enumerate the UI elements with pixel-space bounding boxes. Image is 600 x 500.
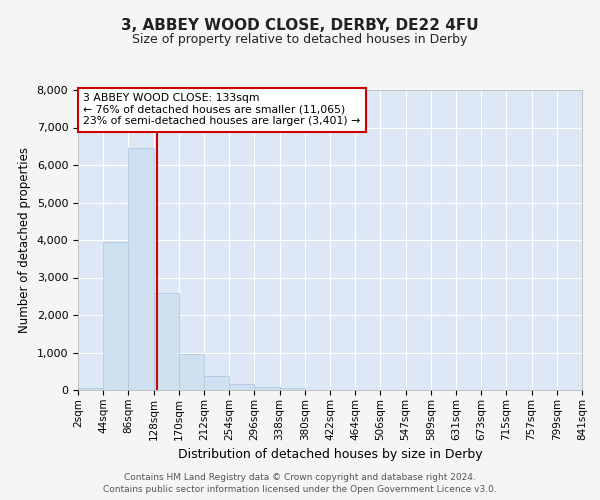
Text: Size of property relative to detached houses in Derby: Size of property relative to detached ho… — [133, 32, 467, 46]
Bar — [103, 242, 128, 390]
Bar — [280, 388, 305, 390]
Bar — [204, 376, 229, 390]
Bar — [154, 292, 179, 390]
Bar — [128, 148, 154, 390]
Text: 3, ABBEY WOOD CLOSE, DERBY, DE22 4FU: 3, ABBEY WOOD CLOSE, DERBY, DE22 4FU — [121, 18, 479, 32]
X-axis label: Distribution of detached houses by size in Derby: Distribution of detached houses by size … — [178, 448, 482, 461]
Bar — [179, 354, 204, 390]
Bar — [229, 384, 254, 390]
Text: Contains HM Land Registry data © Crown copyright and database right 2024.
Contai: Contains HM Land Registry data © Crown c… — [103, 473, 497, 494]
Bar — [254, 387, 280, 390]
Y-axis label: Number of detached properties: Number of detached properties — [18, 147, 31, 333]
Text: 3 ABBEY WOOD CLOSE: 133sqm
← 76% of detached houses are smaller (11,065)
23% of : 3 ABBEY WOOD CLOSE: 133sqm ← 76% of deta… — [83, 93, 360, 126]
Bar — [78, 388, 103, 390]
